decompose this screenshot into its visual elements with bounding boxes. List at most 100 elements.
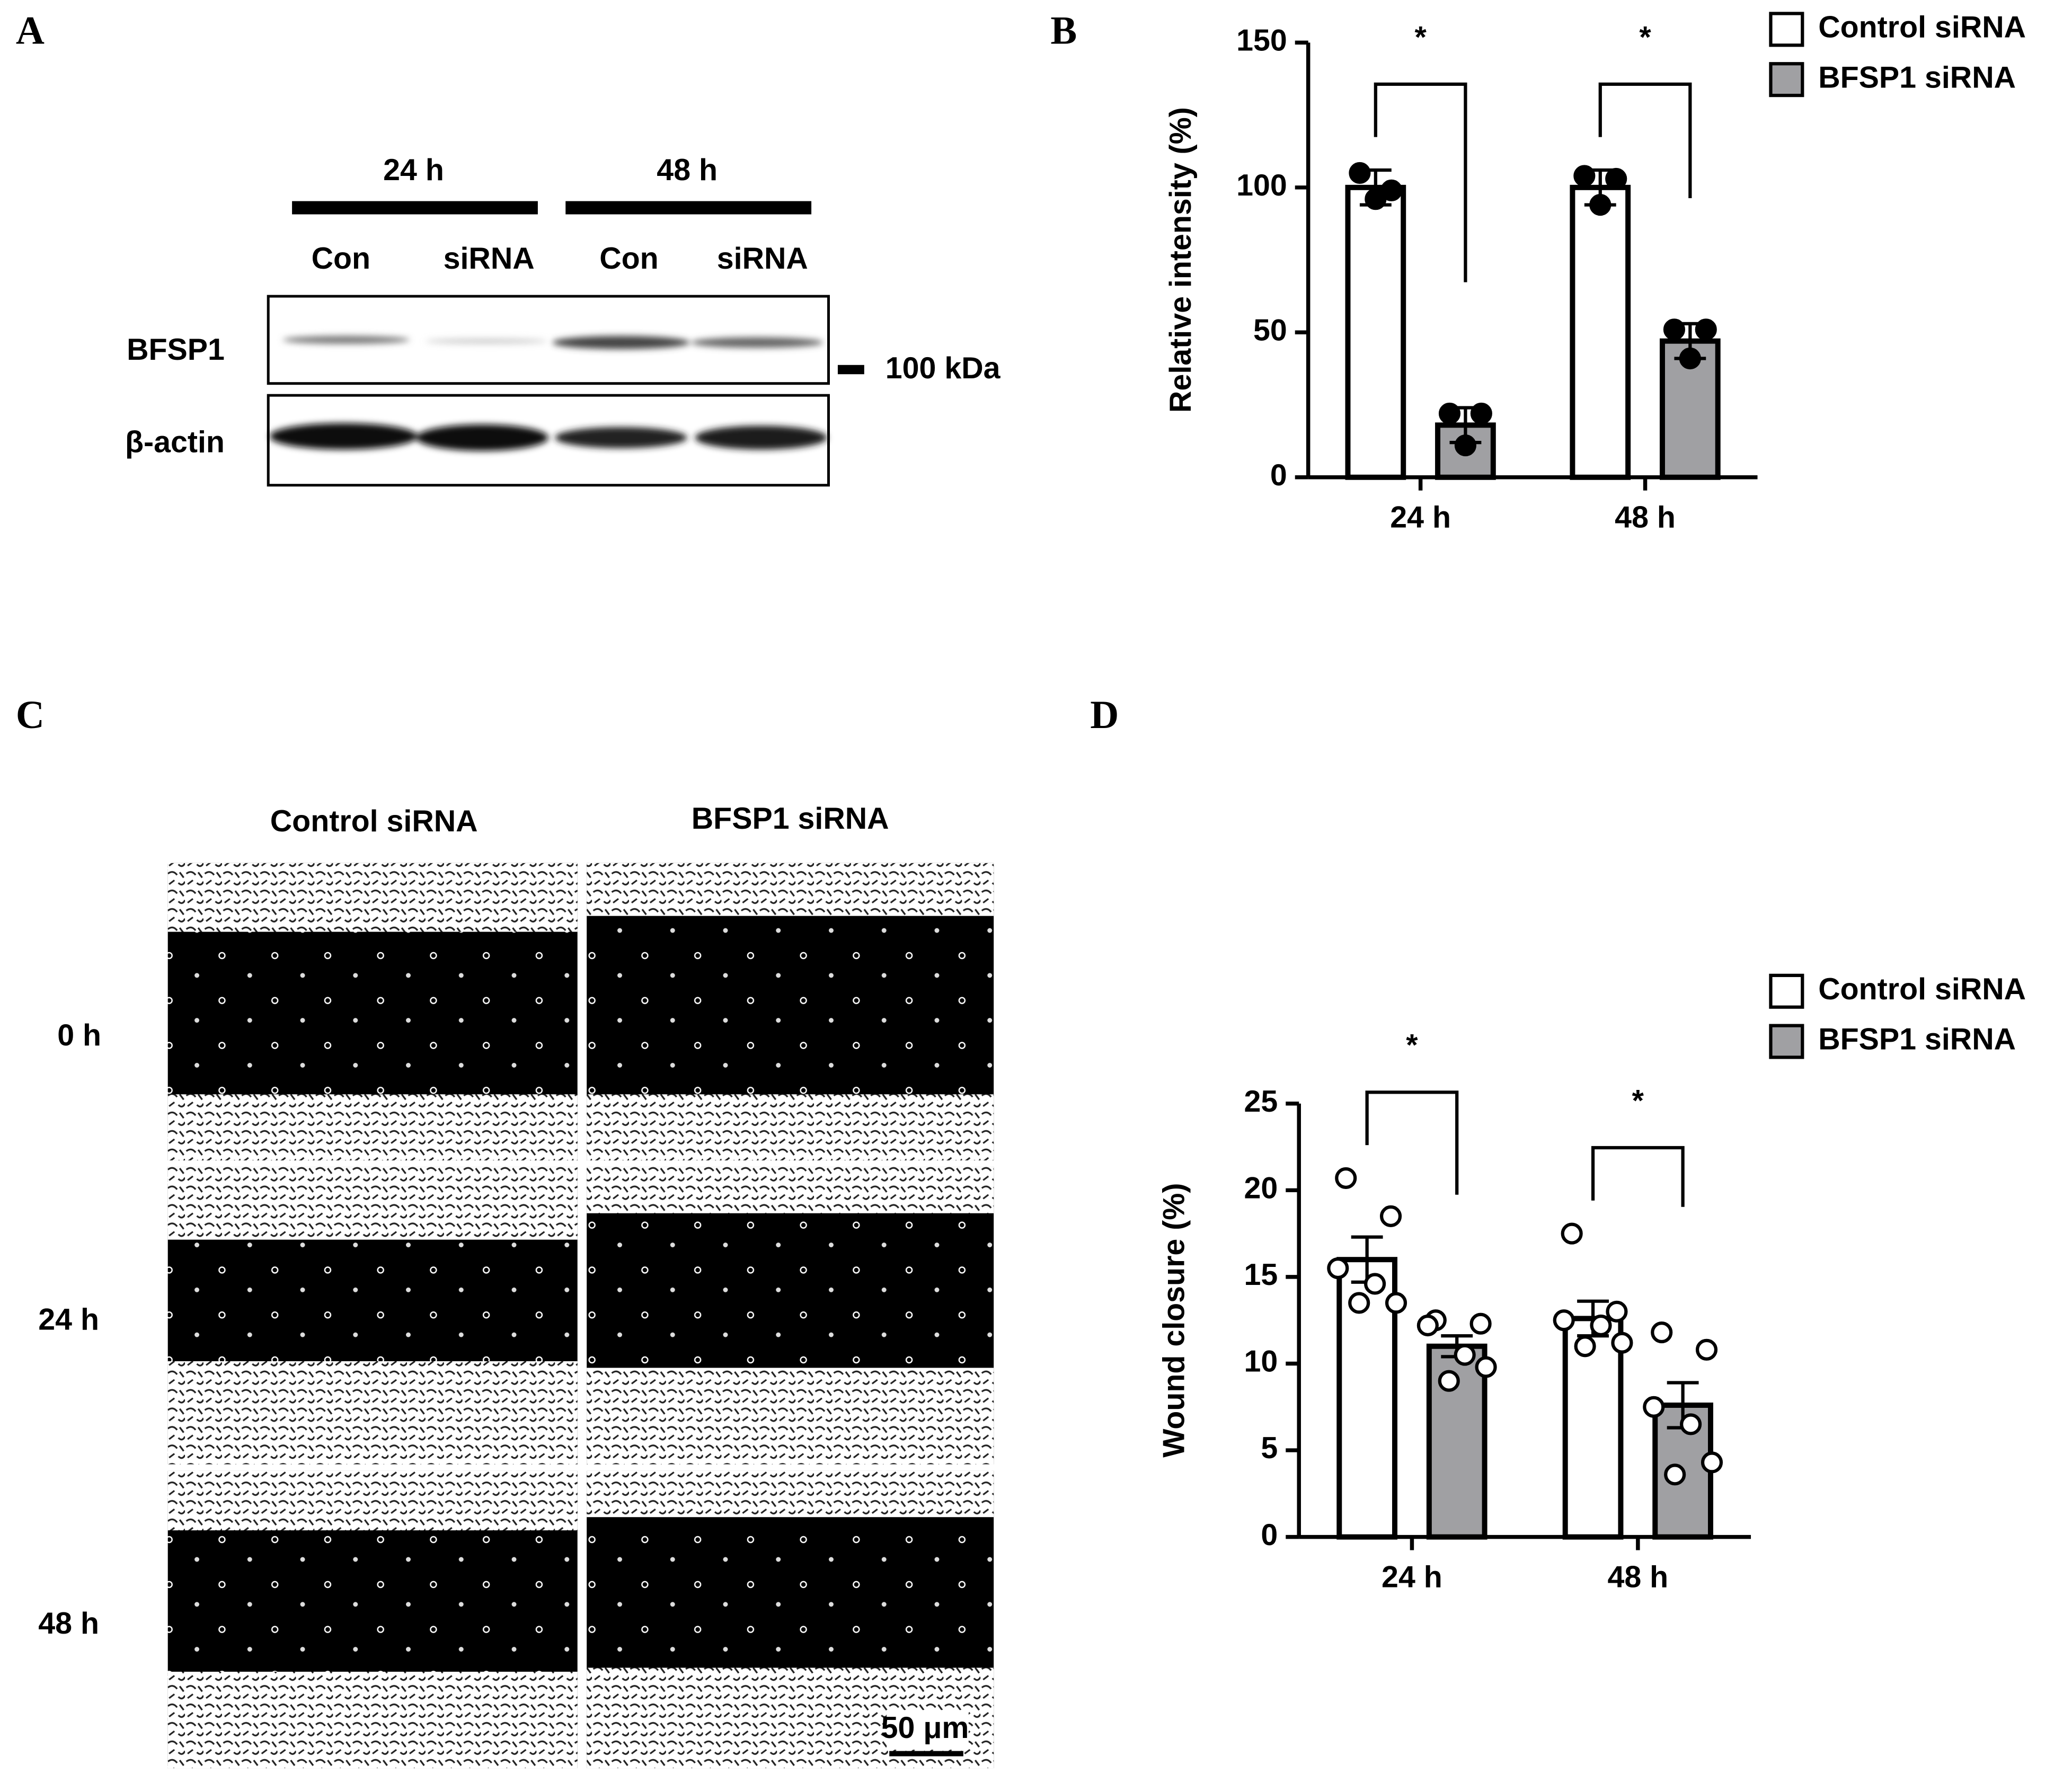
data-point: [1679, 347, 1701, 370]
data-point: [1348, 1292, 1370, 1314]
data-point: [1365, 188, 1387, 210]
panel-label: D: [1090, 693, 1119, 737]
data-point: [1454, 1344, 1476, 1366]
x-tick-label: 24 h: [1382, 1560, 1442, 1594]
significance-bracket: [1591, 1146, 1685, 1207]
legend-label: BFSP1 siRNA: [1818, 60, 2016, 94]
data-point: [1589, 194, 1611, 216]
y-tick-label: 25: [1244, 1085, 1278, 1119]
data-point: [1349, 162, 1371, 184]
x-tick-label: 48 h: [1607, 1560, 1668, 1594]
time-label: 48 h: [657, 153, 718, 187]
marker-tick: [837, 365, 864, 375]
bar: [1345, 184, 1406, 480]
y-tick-label: 5: [1261, 1431, 1278, 1465]
y-tick-label: 0: [1270, 458, 1287, 492]
legend-label: Control siRNA: [1818, 972, 2026, 1006]
significance-label: *: [1639, 20, 1651, 54]
bar: [1562, 1316, 1624, 1540]
row-label: 0 h: [57, 1018, 101, 1052]
data-point: [1651, 1321, 1673, 1344]
y-tick-label: 10: [1244, 1345, 1278, 1379]
micrographs: [167, 863, 994, 1769]
significance-bracket: [1374, 82, 1467, 282]
column-label: BFSP1 siRNA: [692, 802, 889, 836]
lane-label: siRNA: [717, 242, 808, 276]
data-point: [1606, 1300, 1628, 1323]
marker-label: 100 kDa: [886, 351, 1001, 385]
bar: [1426, 1343, 1487, 1540]
y-axis-label: Wound closure (%): [1157, 1183, 1191, 1458]
data-point: [1611, 1332, 1633, 1354]
data-point: [1454, 434, 1476, 457]
significance-label: *: [1414, 20, 1427, 54]
panel-label: B: [1050, 9, 1077, 53]
data-point: [1680, 1413, 1702, 1435]
row-label: 48 h: [38, 1607, 99, 1640]
x-tick-label: 48 h: [1615, 501, 1676, 535]
legend-swatch: [1769, 62, 1804, 97]
legend-label: Control siRNA: [1818, 11, 2026, 45]
data-point: [1438, 1370, 1460, 1392]
significance-bracket: [1598, 82, 1692, 198]
significance-bracket: [1365, 1090, 1459, 1195]
data-point: [1590, 1314, 1612, 1337]
y-tick-label: 150: [1236, 24, 1287, 58]
y-axis-label: Relative intensity (%): [1164, 107, 1198, 413]
legend-swatch: [1769, 973, 1804, 1009]
time-bar: [565, 201, 812, 215]
data-point: [1438, 402, 1461, 424]
data-point: [1470, 402, 1492, 424]
data-point: [1695, 1338, 1718, 1361]
y-tick-label: 50: [1253, 313, 1287, 347]
legend-label: BFSP1 siRNA: [1818, 1023, 2016, 1057]
significance-label: *: [1632, 1084, 1644, 1117]
x-tick-label: 24 h: [1390, 501, 1451, 535]
y-tick-label: 15: [1244, 1258, 1278, 1292]
data-point: [1701, 1451, 1723, 1474]
data-point: [1643, 1396, 1665, 1418]
panel-label: C: [16, 693, 45, 737]
data-point: [1416, 1314, 1439, 1337]
data-point: [1475, 1356, 1497, 1378]
y-tick-label: 100: [1236, 168, 1287, 202]
scale-bg: [887, 1710, 969, 1750]
bar: [1570, 184, 1631, 480]
panel-c: C Control siRNA BFSP1 siRNA 0 h 24 h 48 …: [16, 693, 994, 1769]
blot-bands: [269, 335, 828, 451]
data-point: [1364, 1273, 1386, 1295]
data-point: [1664, 1463, 1686, 1486]
row-label: BFSP1: [127, 333, 225, 367]
data-point: [1695, 318, 1717, 341]
data-point: [1380, 179, 1403, 201]
row-label: 24 h: [38, 1302, 99, 1336]
legend-swatch: [1769, 12, 1804, 47]
data-point: [1335, 1167, 1357, 1189]
scale-bar: [889, 1751, 963, 1757]
lane-label: siRNA: [444, 242, 535, 276]
data-point: [1469, 1312, 1492, 1335]
data-point: [1605, 167, 1627, 190]
data-point: [1553, 1309, 1575, 1332]
lane-label: Con: [312, 242, 370, 276]
lane-label: Con: [599, 242, 658, 276]
time-bar: [292, 201, 538, 215]
scale-bar-label: 50 μm: [881, 1711, 969, 1745]
data-point: [1385, 1292, 1407, 1314]
data-point: [1561, 1222, 1583, 1245]
column-label: Control siRNA: [270, 804, 478, 838]
y-tick-label: 20: [1244, 1171, 1278, 1205]
legend-swatch: [1769, 1024, 1804, 1059]
panel-label: A: [16, 9, 45, 53]
significance-label: *: [1406, 1028, 1418, 1062]
data-point: [1379, 1205, 1402, 1227]
y-tick-label: 0: [1261, 1518, 1278, 1552]
data-point: [1574, 1335, 1596, 1358]
panel-a: A 24 h 48 h Con siRNA Con siRNA BFSP1 β-…: [16, 9, 1001, 487]
data-point: [1573, 165, 1596, 187]
time-label: 24 h: [383, 153, 444, 187]
data-point: [1663, 318, 1685, 341]
row-label: β-actin: [125, 425, 225, 459]
data-point: [1327, 1257, 1349, 1280]
